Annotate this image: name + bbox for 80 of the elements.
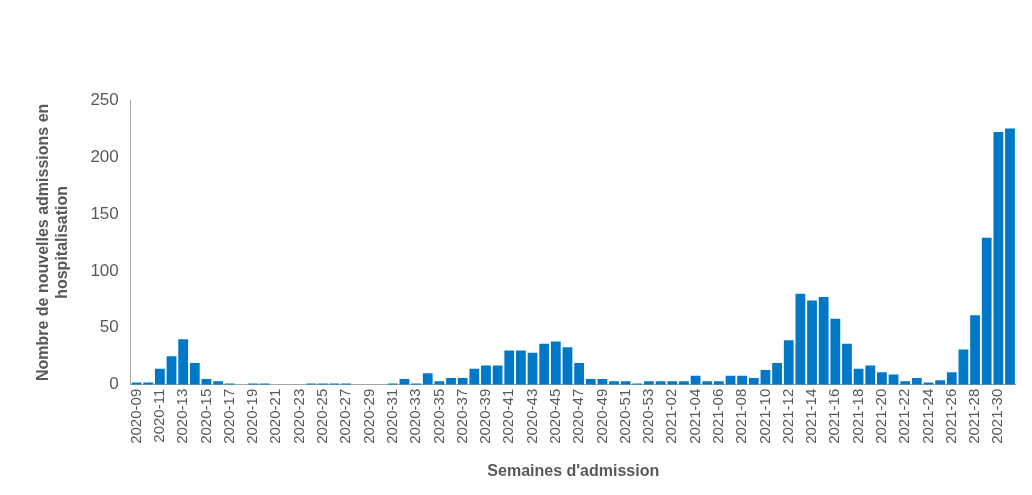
bar — [189, 363, 200, 385]
x-tick-label: 2020-13 — [173, 388, 191, 444]
bar — [865, 365, 876, 385]
bar — [772, 363, 782, 385]
bar — [539, 343, 550, 385]
x-tick-label: 2020-33 — [406, 388, 424, 444]
x-tick-label: 2020-19 — [243, 388, 261, 444]
x-tick-label: 2021-06 — [709, 388, 726, 444]
y-tick-label: 200 — [90, 146, 119, 166]
bar — [562, 347, 573, 385]
x-tick-label: 2021-26 — [941, 388, 959, 444]
x-tick-label: 2020-45 — [545, 388, 563, 444]
bar — [679, 381, 689, 385]
bar — [154, 368, 165, 385]
y-tick-label: 100 — [90, 260, 119, 280]
bar — [446, 377, 456, 385]
bar — [166, 356, 177, 385]
bar — [516, 350, 526, 385]
bar — [1005, 128, 1015, 385]
y-tick-label: 250 — [90, 89, 119, 109]
x-tick-label: 2021-10 — [755, 388, 773, 444]
x-tick-label: 2020-17 — [219, 388, 237, 444]
bar — [748, 377, 759, 385]
bar — [213, 381, 223, 385]
x-tick-label: 2020-51 — [615, 388, 633, 444]
x-tick-label: 2020-47 — [569, 388, 587, 444]
bar — [911, 377, 922, 385]
bar — [550, 341, 561, 385]
x-tick-label: 2020-23 — [289, 388, 307, 444]
y-axis-title: Nombre de nouvelles admissions en hospitalisation — [34, 103, 71, 382]
x-tick-label: 2021-16 — [825, 388, 843, 444]
bar — [702, 381, 713, 385]
bar — [737, 375, 748, 385]
bar — [609, 381, 619, 385]
x-tick-label: 2020-41 — [499, 388, 517, 444]
x-tick-label: 2020-49 — [592, 388, 610, 444]
x-tick-label: 2021-12 — [778, 388, 796, 444]
bar — [713, 381, 724, 385]
y-tick-label: 150 — [90, 203, 119, 223]
x-tick-label: 2021-28 — [965, 388, 983, 444]
x-tick-label: 2020-35 — [429, 388, 447, 444]
bar — [481, 365, 491, 385]
bar — [958, 349, 969, 385]
x-tick-label: 2020-21 — [266, 388, 284, 444]
x-tick-label: 2020-25 — [313, 388, 331, 444]
bar — [574, 363, 585, 385]
x-tick-label: 2021-24 — [918, 388, 936, 444]
x-tick-label: 2020-43 — [522, 388, 540, 444]
bar — [504, 350, 515, 385]
x-tick-label: 2020-11 — [150, 388, 168, 443]
bar — [492, 365, 503, 385]
bar — [178, 339, 189, 385]
y-tick-label: 0 — [109, 374, 119, 394]
bar — [644, 381, 654, 385]
y-tick-label: 50 — [99, 317, 119, 337]
bar — [900, 381, 911, 385]
bar — [620, 381, 631, 385]
x-tick-label: 2020-15 — [196, 388, 214, 444]
x-tick-label: 2021-20 — [872, 388, 890, 444]
x-tick-label: 2021-18 — [848, 388, 866, 444]
x-tick-label: 2020-29 — [359, 388, 377, 444]
x-tick-label: 2021-08 — [732, 388, 750, 444]
bar — [946, 372, 957, 385]
bar — [877, 372, 887, 385]
x-tick-label: 2020-27 — [336, 388, 354, 444]
x-tick-label: 2020-09 — [126, 388, 144, 444]
x-axis-title: Semaines d'admission — [487, 461, 660, 479]
x-tick-label: 2021-22 — [895, 388, 913, 444]
x-tick-label: 2020-37 — [452, 388, 470, 444]
x-tick-label: 2021-14 — [802, 388, 820, 444]
x-tick-label: 2020-39 — [476, 388, 494, 444]
bar — [143, 382, 154, 385]
bar — [970, 315, 980, 385]
bar — [842, 343, 852, 385]
x-tick-label: 2020-31 — [382, 388, 400, 444]
bar — [807, 300, 817, 385]
x-tick-label: 2020-53 — [639, 388, 657, 444]
x-tick-label: 2021-02 — [662, 388, 680, 444]
x-tick-label: 2021-30 — [988, 388, 1006, 444]
x-tick-label: 2021-04 — [685, 388, 703, 444]
